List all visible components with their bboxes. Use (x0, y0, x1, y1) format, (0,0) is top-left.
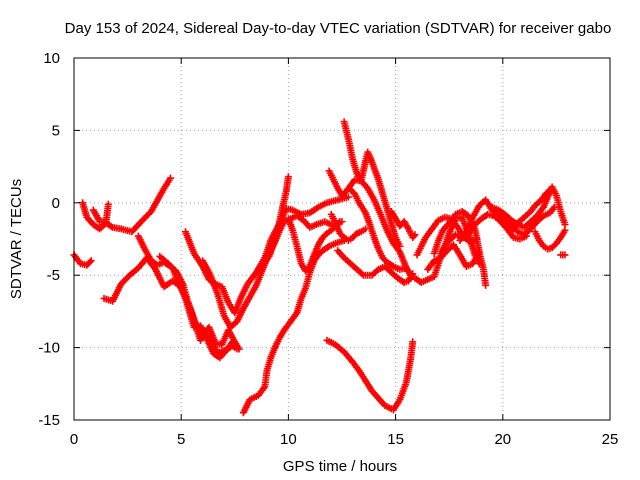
data-point-marker (475, 260, 483, 268)
series-trace-27 (531, 226, 569, 253)
data-point-marker (87, 257, 95, 265)
data-point-marker (344, 193, 352, 201)
y-tick-label: -15 (38, 412, 60, 429)
series-trace-15 (334, 247, 417, 286)
y-tick-label: -10 (38, 340, 60, 357)
series-trace-17 (347, 186, 410, 273)
x-tick-label: 5 (177, 431, 185, 448)
ticks: 0 5 10 15 20 25 -15 -10 -5 0 5 10 (38, 50, 618, 448)
data-point-marker (104, 200, 112, 208)
data-point-marker (235, 345, 243, 353)
data-point-marker (409, 270, 417, 278)
data-point-marker (86, 258, 94, 266)
data-point-marker (349, 189, 357, 197)
data-point-marker (409, 338, 417, 346)
series-trace-10 (259, 173, 292, 269)
data-point-marker (410, 232, 418, 240)
series-trace-14 (325, 167, 415, 279)
y-tick-label: 5 (52, 122, 60, 139)
series-trace-12 (323, 336, 417, 414)
x-tick-label: 25 (602, 431, 619, 448)
data-point-marker (339, 232, 347, 240)
series-trace-18 (387, 207, 419, 242)
data-point-marker (545, 187, 553, 195)
data-point-marker (396, 242, 404, 250)
data-point-marker (482, 281, 490, 289)
series-trace-16 (340, 118, 404, 250)
series-trace-3 (89, 200, 112, 226)
chart-title: Day 153 of 2024, Sidereal Day-to-day VTE… (65, 20, 612, 37)
data-point-marker (322, 231, 330, 239)
data-point-marker (546, 186, 554, 194)
data-point-marker (411, 231, 419, 239)
y-tick-label: 0 (52, 195, 60, 212)
plot-frame (73, 57, 611, 421)
data-point-marker (284, 173, 292, 181)
series-trace-28 (557, 251, 569, 259)
data-point-marker (166, 174, 174, 182)
series-trace-2 (79, 174, 174, 236)
data-point-marker (352, 231, 360, 239)
series-trace-13 (327, 210, 370, 244)
x-tick-label: 20 (494, 431, 511, 448)
y-tick-label: -5 (47, 267, 60, 284)
data-point-marker (402, 264, 410, 272)
data-points (70, 118, 569, 417)
x-tick-label: 0 (70, 431, 78, 448)
x-tick-label: 10 (280, 431, 297, 448)
data-point-marker (561, 226, 569, 234)
series-trace-6 (156, 252, 243, 353)
x-tick-label: 15 (387, 431, 404, 448)
y-axis-label: SDTVAR / TECUs (8, 179, 25, 299)
x-axis-label: GPS time / hours (283, 458, 397, 475)
series-trace-9 (239, 236, 348, 417)
series-trace-26 (507, 186, 554, 236)
data-point-marker (561, 251, 569, 259)
y-tick-label: 10 (43, 50, 60, 67)
